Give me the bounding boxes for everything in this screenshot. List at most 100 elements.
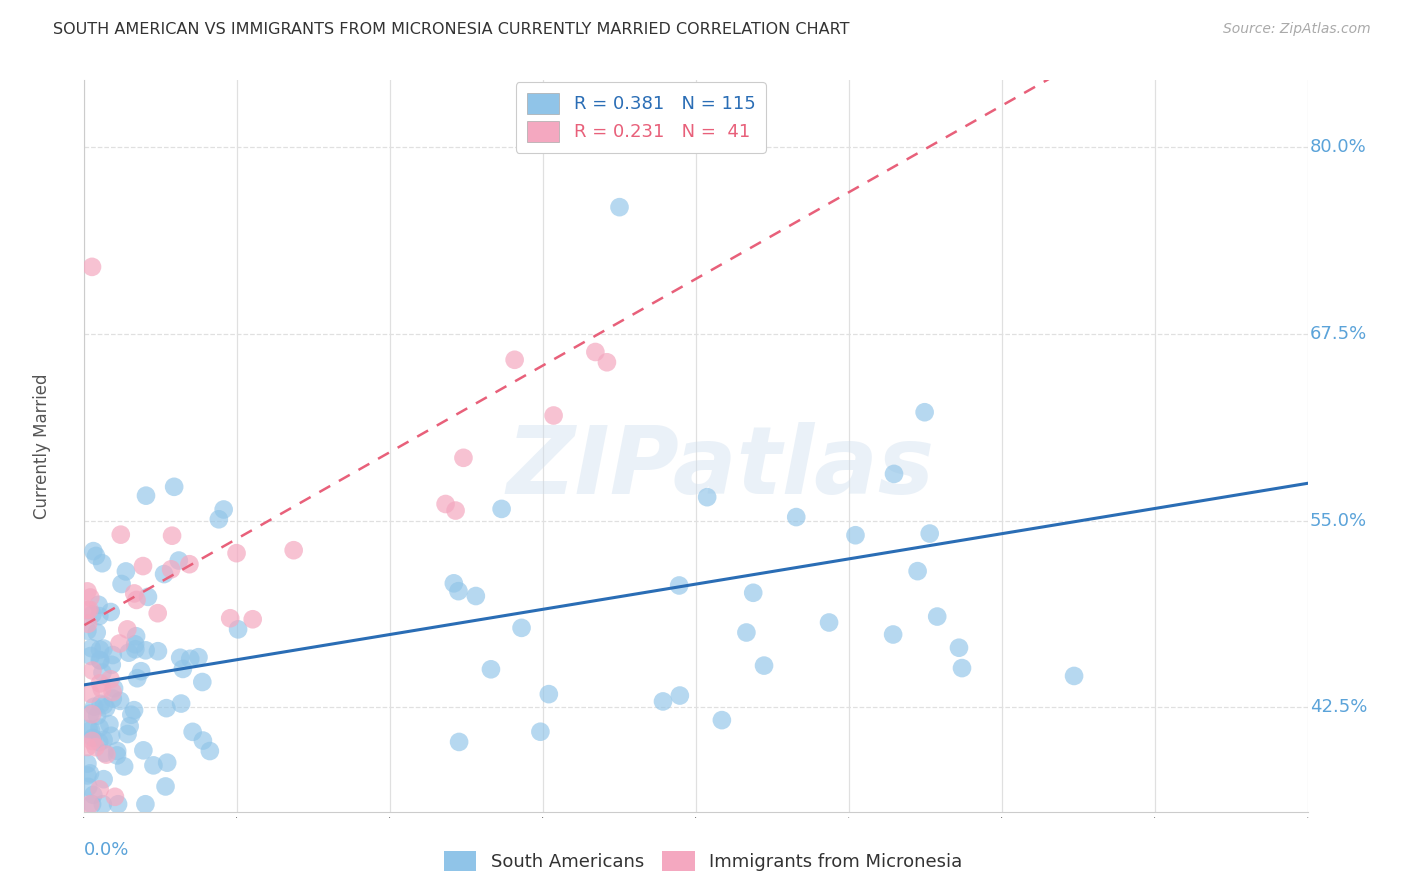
Point bbox=[118, 646, 141, 660]
Point bbox=[108, 694, 131, 708]
Legend: R = 0.381   N = 115, R = 0.231   N =  41: R = 0.381 N = 115, R = 0.231 N = 41 bbox=[516, 82, 766, 153]
Point bbox=[91, 665, 114, 680]
Text: ZIPatlas: ZIPatlas bbox=[506, 422, 935, 514]
Point bbox=[669, 689, 692, 703]
Point bbox=[510, 621, 533, 635]
Point bbox=[76, 584, 98, 599]
Point bbox=[89, 654, 111, 668]
Point bbox=[191, 733, 214, 747]
Point bbox=[89, 721, 111, 735]
Point bbox=[80, 723, 103, 738]
Point bbox=[596, 355, 619, 369]
Point bbox=[118, 719, 141, 733]
Point bbox=[668, 578, 690, 592]
Point bbox=[91, 797, 114, 812]
Point bbox=[434, 497, 457, 511]
Point bbox=[181, 724, 204, 739]
Point bbox=[91, 556, 114, 570]
Point bbox=[153, 567, 176, 582]
Point bbox=[198, 744, 221, 758]
Point bbox=[80, 648, 103, 663]
Point bbox=[160, 529, 183, 543]
Point bbox=[479, 662, 502, 676]
Point bbox=[129, 664, 152, 678]
Point bbox=[742, 586, 765, 600]
Point bbox=[735, 625, 758, 640]
Point bbox=[537, 687, 560, 701]
Point bbox=[80, 641, 103, 656]
Point bbox=[156, 756, 179, 770]
Point bbox=[76, 624, 98, 638]
Point bbox=[443, 576, 465, 591]
Point bbox=[86, 625, 108, 640]
Point bbox=[219, 611, 242, 625]
Point bbox=[135, 643, 157, 657]
Point bbox=[179, 558, 201, 572]
Point bbox=[77, 722, 100, 736]
Point bbox=[89, 653, 111, 667]
Point bbox=[503, 352, 526, 367]
Point bbox=[464, 589, 486, 603]
Point bbox=[187, 650, 209, 665]
Point bbox=[125, 593, 148, 607]
Point bbox=[93, 732, 115, 747]
Point bbox=[125, 629, 148, 643]
Point bbox=[179, 652, 201, 666]
Point bbox=[652, 694, 675, 708]
Point bbox=[950, 661, 973, 675]
Point bbox=[710, 713, 733, 727]
Text: 67.5%: 67.5% bbox=[1310, 325, 1367, 343]
Point bbox=[82, 734, 104, 748]
Point bbox=[100, 672, 122, 686]
Point bbox=[135, 489, 157, 503]
Point bbox=[160, 562, 183, 576]
Point bbox=[170, 697, 193, 711]
Point bbox=[87, 598, 110, 612]
Point bbox=[110, 527, 132, 541]
Point bbox=[785, 510, 807, 524]
Point bbox=[100, 605, 122, 619]
Point bbox=[453, 450, 475, 465]
Point bbox=[491, 502, 513, 516]
Point bbox=[142, 758, 165, 772]
Point bbox=[172, 662, 194, 676]
Point bbox=[79, 766, 101, 780]
Point bbox=[122, 703, 145, 717]
Point bbox=[242, 612, 264, 626]
Point bbox=[77, 780, 100, 794]
Point bbox=[79, 602, 101, 616]
Point bbox=[101, 648, 124, 662]
Point bbox=[82, 607, 104, 622]
Point bbox=[132, 743, 155, 757]
Point bbox=[90, 681, 112, 696]
Text: 55.0%: 55.0% bbox=[1310, 512, 1367, 530]
Point bbox=[752, 658, 775, 673]
Point bbox=[146, 644, 169, 658]
Point bbox=[132, 559, 155, 574]
Point bbox=[101, 685, 124, 699]
Point bbox=[82, 664, 104, 678]
Legend: South Americans, Immigrants from Micronesia: South Americans, Immigrants from Microne… bbox=[436, 844, 970, 879]
Point bbox=[914, 405, 936, 419]
Point bbox=[918, 526, 941, 541]
Point bbox=[883, 467, 905, 481]
Point bbox=[77, 616, 100, 631]
Point bbox=[163, 480, 186, 494]
Point bbox=[115, 565, 138, 579]
Text: SOUTH AMERICAN VS IMMIGRANTS FROM MICRONESIA CURRENTLY MARRIED CORRELATION CHART: SOUTH AMERICAN VS IMMIGRANTS FROM MICRON… bbox=[53, 22, 851, 37]
Point bbox=[191, 675, 214, 690]
Point bbox=[93, 746, 115, 760]
Point bbox=[82, 544, 104, 558]
Point bbox=[104, 789, 127, 804]
Point bbox=[124, 637, 146, 651]
Point bbox=[80, 260, 103, 274]
Point bbox=[93, 772, 115, 787]
Point bbox=[93, 698, 115, 712]
Point bbox=[89, 676, 111, 690]
Point bbox=[101, 691, 124, 706]
Point bbox=[907, 564, 929, 578]
Point bbox=[124, 586, 146, 600]
Point bbox=[609, 200, 631, 214]
Text: Currently Married: Currently Married bbox=[32, 373, 51, 519]
Point bbox=[112, 759, 135, 773]
